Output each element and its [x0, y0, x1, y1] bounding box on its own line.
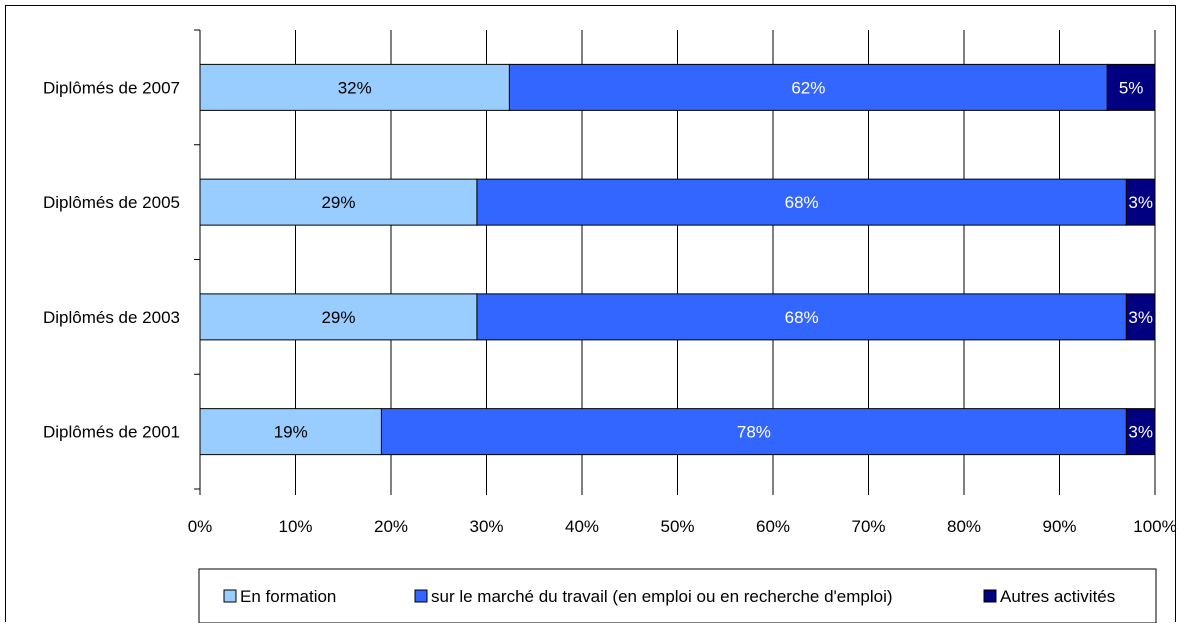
data-label: 29% — [321, 193, 355, 212]
legend-swatch — [414, 589, 428, 603]
legend-swatch — [223, 589, 237, 603]
bar-segment — [1125, 408, 1156, 456]
x-tick-label: 40% — [565, 517, 599, 536]
bar-segment — [199, 293, 478, 341]
data-label: 19% — [274, 423, 308, 442]
legend-label: sur le marché du travail (en emploi ou e… — [431, 587, 893, 606]
data-label: 3% — [1128, 423, 1153, 442]
category-label: Diplômés de 2003 — [43, 308, 180, 327]
x-tick-label: 10% — [278, 517, 312, 536]
x-tick-label: 60% — [756, 517, 790, 536]
x-tick-label: 100% — [1133, 517, 1176, 536]
data-label: 68% — [785, 193, 819, 212]
data-label: 78% — [737, 423, 771, 442]
data-label: 68% — [785, 308, 819, 327]
category-label: Diplômés de 2007 — [43, 78, 180, 97]
legend-swatch — [983, 589, 997, 603]
bar-segment — [1125, 293, 1156, 341]
legend-label: En formation — [240, 587, 336, 606]
x-tick-label: 70% — [851, 517, 885, 536]
x-tick-label: 80% — [947, 517, 981, 536]
bar-segment — [476, 293, 1127, 341]
bar-segment — [199, 408, 382, 456]
data-label: 3% — [1128, 308, 1153, 327]
x-tick-label: 0% — [188, 517, 213, 536]
legend-label: Autres activités — [1000, 587, 1115, 606]
bar-segment — [199, 63, 510, 111]
bar-segment — [380, 408, 1127, 456]
data-label: 29% — [321, 308, 355, 327]
x-tick-label: 90% — [1042, 517, 1076, 536]
data-label: 32% — [338, 78, 372, 97]
bar-segment — [476, 178, 1127, 226]
x-tick-label: 50% — [660, 517, 694, 536]
bar-segment — [508, 63, 1108, 111]
bar-segment — [1125, 178, 1156, 226]
x-tick-label: 30% — [469, 517, 503, 536]
data-label: 5% — [1119, 78, 1144, 97]
bar-segment — [199, 178, 478, 226]
chart-frame — [5, 5, 1176, 622]
data-label: 62% — [791, 78, 825, 97]
bar-segment — [1106, 63, 1156, 111]
data-label: 3% — [1128, 193, 1153, 212]
category-label: Diplômés de 2005 — [43, 193, 180, 212]
x-tick-label: 20% — [374, 517, 408, 536]
category-label: Diplômés de 2001 — [43, 423, 180, 442]
